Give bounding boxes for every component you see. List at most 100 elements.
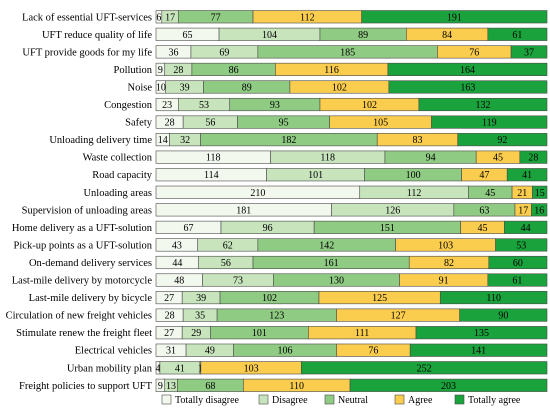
data-label: 95 [279,118,289,129]
legend-swatch [394,394,405,405]
data-label: 1 [198,363,203,374]
data-label: 125 [372,293,387,304]
data-label: 118 [320,153,335,164]
data-label: 123 [269,311,284,322]
data-label: 23 [162,100,172,111]
data-label: 39 [180,82,190,93]
data-label: 61 [512,30,522,41]
data-label: 67 [184,223,194,234]
category-label: Safety [125,118,153,129]
data-label: 96 [263,223,273,234]
data-label: 21 [517,188,527,199]
data-label: 84 [442,30,452,41]
legend-swatch [454,394,465,405]
data-label: 101 [308,170,323,181]
category-label: Waste collection [83,153,153,164]
legend-label: Totally disagree [175,395,240,406]
data-label: 45 [477,223,487,234]
category-label: UFT reduce quality of life [42,30,152,41]
category-label: Lack of essential UFT-services [22,12,152,23]
category-label: Last-mile delivery by bicycle [29,293,153,304]
bar-segment [415,326,548,340]
bar-segment [300,361,548,375]
category-label: Road capacity [92,170,153,181]
data-label: 91 [439,276,449,287]
data-label: 119 [482,118,497,129]
data-label: 49 [205,346,215,357]
data-label: 210 [250,188,265,199]
data-label: 106 [278,346,293,357]
data-label: 203 [441,381,456,392]
data-label: 142 [319,240,334,251]
bar-segment [487,273,548,287]
data-label: 28 [173,65,183,76]
data-label: 181 [236,205,251,216]
data-label: 182 [281,135,296,146]
data-label: 41 [522,170,532,181]
data-label: 9 [158,65,163,76]
data-label: 45 [485,188,495,199]
data-label: 105 [373,118,388,129]
category-label: Freight policies to support UFT [19,381,153,392]
data-label: 89 [358,30,368,41]
data-label: 53 [516,240,526,251]
data-label: 41 [175,363,185,374]
data-label: 73 [233,276,243,287]
data-label: 101 [252,328,267,339]
category-label: Noise [128,82,153,93]
data-label: 92 [497,135,507,146]
category-label: Unloading areas [83,188,152,199]
data-label: 36 [168,47,178,58]
data-label: 10 [156,82,166,93]
data-label: 76 [368,346,378,357]
data-label: 110 [289,381,304,392]
data-label: 83 [412,135,422,146]
category-label: Urban mobility plan [67,363,153,374]
data-label: 116 [324,65,339,76]
bar-segment [349,378,548,392]
data-label: 68 [205,381,215,392]
data-label: 13 [166,381,176,392]
data-label: 164 [460,65,475,76]
data-label: 112 [407,188,422,199]
data-label: 31 [166,346,176,357]
bar-segment [487,27,548,41]
data-label: 43 [172,240,182,251]
data-label: 102 [362,100,377,111]
data-label: 104 [262,30,277,41]
bar-segment [510,45,548,59]
data-label: 28 [165,118,175,129]
legend-label: Neutral [338,395,368,406]
data-label: 252 [417,363,432,374]
category-label: Supervision of unloading areas [22,205,152,216]
data-label: 103 [438,240,453,251]
legend-label: Disagree [272,395,308,406]
data-label: 60 [513,258,523,269]
legend-swatch [324,394,335,405]
data-label: 77 [211,12,221,23]
legend-swatch [161,394,172,405]
bar-segment [506,168,548,182]
data-label: 191 [447,12,462,23]
data-label: 110 [486,293,501,304]
data-label: 93 [270,100,280,111]
category-label: Unloading delivery time [49,135,152,146]
data-label: 45 [493,153,503,164]
data-label: 114 [204,170,219,181]
data-label: 86 [229,65,239,76]
data-label: 102 [332,82,347,93]
data-label: 56 [205,118,215,129]
data-label: 44 [521,223,531,234]
data-label: 14 [158,135,168,146]
category-label: On-demand delivery services [29,258,152,269]
data-label: 118 [206,153,221,164]
category-label: Circulation of new freight vehicles [6,311,152,322]
bar-segment [439,291,548,305]
data-label: 4 [155,363,160,374]
legend-swatch [258,394,269,405]
category-label: UFT provide goods for my life [22,47,152,58]
category-label: Pollution [113,65,152,76]
data-label: 27 [164,328,174,339]
category-label: Last-mile delivery by motorcycle [12,276,153,287]
legend-label: Totally agree [468,395,521,406]
